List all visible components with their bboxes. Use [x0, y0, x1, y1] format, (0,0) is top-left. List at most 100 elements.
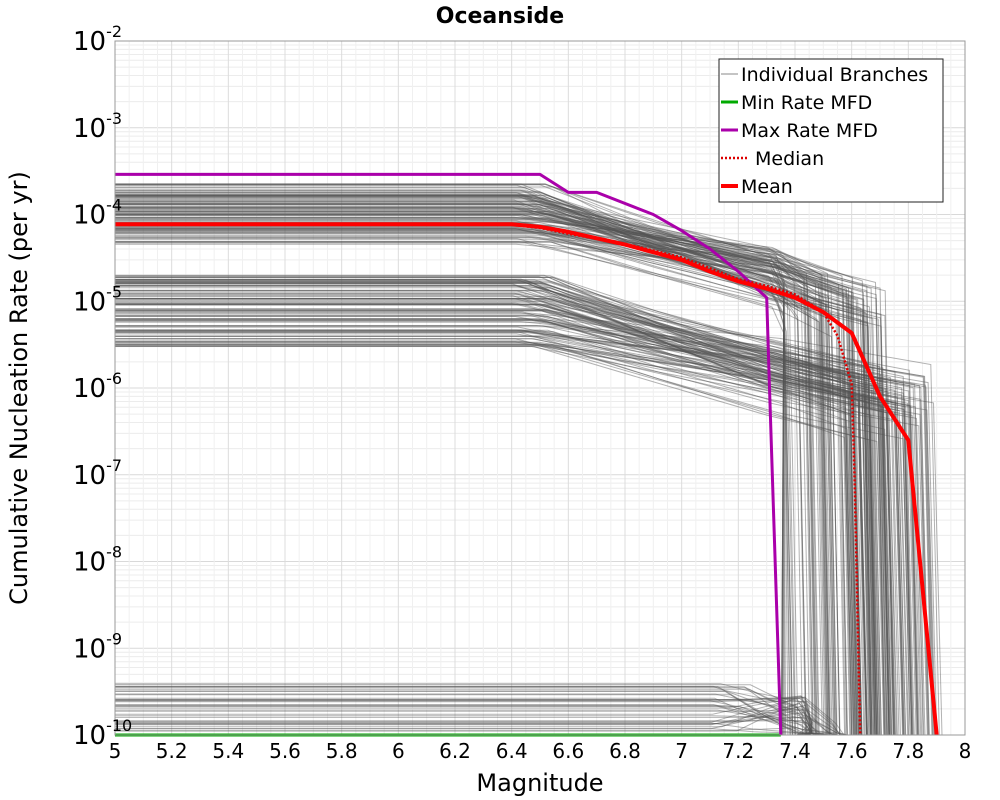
x-axis-ticks: 5 5.2 5.4 5.6 5.8 6 6.2 6.4 6.6 6.8 7 7.2 7.4 7.6 7.8 8: [109, 739, 972, 763]
branch-line: [115, 325, 901, 736]
branch-line: [115, 184, 876, 736]
branch-line: [115, 298, 854, 736]
branch-line: [115, 708, 813, 736]
branch-line: [115, 303, 935, 736]
branch-line: [115, 198, 804, 736]
branch-line: [115, 302, 878, 736]
branch-line: [115, 207, 820, 736]
branch-line: [115, 216, 832, 736]
branch-line: [115, 296, 888, 736]
branch-line: [115, 319, 904, 736]
x-tick-label: 5: [109, 739, 122, 763]
branch-line: [115, 326, 895, 736]
branch-line: [115, 333, 890, 736]
branch-line: [115, 284, 892, 736]
branch-line: [115, 183, 858, 736]
x-tick-label: 6.4: [496, 739, 528, 763]
y-tick-label: 10-9: [73, 629, 122, 664]
branch-line: [115, 332, 885, 736]
branch-line: [115, 217, 817, 736]
legend-label-max-rate: Max Rate MFD: [741, 120, 878, 142]
branch-line: [115, 688, 813, 736]
legend-label-median: Median: [755, 148, 824, 170]
branch-line: [115, 285, 875, 736]
legend-label-min-rate: Min Rate MFD: [741, 92, 872, 114]
branch-line: [115, 309, 924, 736]
branch-line: [115, 292, 906, 736]
legend-label-mean: Mean: [741, 176, 793, 198]
branch-line: [115, 696, 813, 736]
legend-box: [718, 58, 944, 203]
branch-line: [115, 219, 831, 736]
branch-line: [115, 300, 871, 736]
branch-line: [115, 283, 914, 736]
branch-line: [115, 213, 858, 736]
branch-line: [115, 310, 869, 736]
branch-line: [115, 202, 862, 736]
x-tick-label: 7.2: [722, 739, 754, 763]
branch-line: [115, 206, 814, 736]
branch-line: [115, 345, 886, 736]
branch-line: [115, 329, 907, 736]
branch-line: [115, 697, 828, 736]
branch-line: [115, 229, 881, 736]
branch-line: [115, 338, 928, 736]
branch-line: [115, 298, 930, 736]
branch-line: [115, 309, 865, 736]
branch-line: [115, 299, 943, 736]
branch-line: [115, 242, 878, 736]
chart-title: Oceanside: [436, 4, 564, 29]
branch-line: [115, 194, 852, 736]
branch-line: [115, 220, 835, 736]
branch-line: [115, 298, 933, 736]
branch-line: [115, 329, 878, 736]
branch-line: [115, 183, 848, 736]
branch-line: [115, 712, 813, 736]
branch-line: [115, 241, 838, 736]
branch-line: [115, 208, 831, 736]
branch-line: [115, 329, 857, 736]
branch-line: [115, 283, 879, 736]
branch-line: [115, 219, 837, 736]
branch-line: [115, 338, 867, 736]
branch-line: [115, 331, 858, 736]
branch-line: [115, 341, 893, 736]
branch-line: [115, 699, 817, 736]
branch-line: [115, 727, 816, 736]
branch-line: [115, 235, 785, 736]
branch-line: [115, 683, 813, 736]
branch-line: [115, 343, 854, 736]
branch-line: [115, 340, 859, 736]
branch-line: [115, 303, 881, 736]
branch-line: [115, 276, 898, 736]
x-tick-label: 5.8: [326, 739, 358, 763]
branch-line: [115, 227, 785, 736]
branch-line: [115, 314, 876, 736]
y-tick-label: 10-5: [73, 282, 122, 317]
y-tick-label: 10-3: [73, 109, 122, 144]
branch-line: [115, 186, 829, 736]
branch-line: [115, 237, 823, 736]
branch-line: [115, 709, 838, 736]
branch-line: [115, 684, 826, 736]
branch-line: [115, 290, 888, 736]
branch-line: [115, 233, 890, 736]
branch-line: [115, 325, 934, 736]
branch-line: [115, 194, 872, 736]
branch-line: [115, 704, 814, 736]
branch-line: [115, 728, 813, 736]
branch-line: [115, 319, 913, 736]
x-tick-label: 6.6: [552, 739, 584, 763]
branch-line: [115, 686, 813, 736]
x-tick-label: 6: [392, 739, 405, 763]
branch-line: [115, 221, 829, 736]
branch-line: [115, 194, 836, 736]
branch-line: [115, 228, 891, 736]
branch-line: [115, 295, 896, 736]
x-tick-label: 5.6: [269, 739, 301, 763]
branch-line: [115, 210, 841, 736]
branch-line: [115, 308, 911, 736]
x-tick-label: 6.2: [439, 739, 471, 763]
branch-line: [115, 331, 895, 736]
branch-line: [115, 183, 825, 736]
